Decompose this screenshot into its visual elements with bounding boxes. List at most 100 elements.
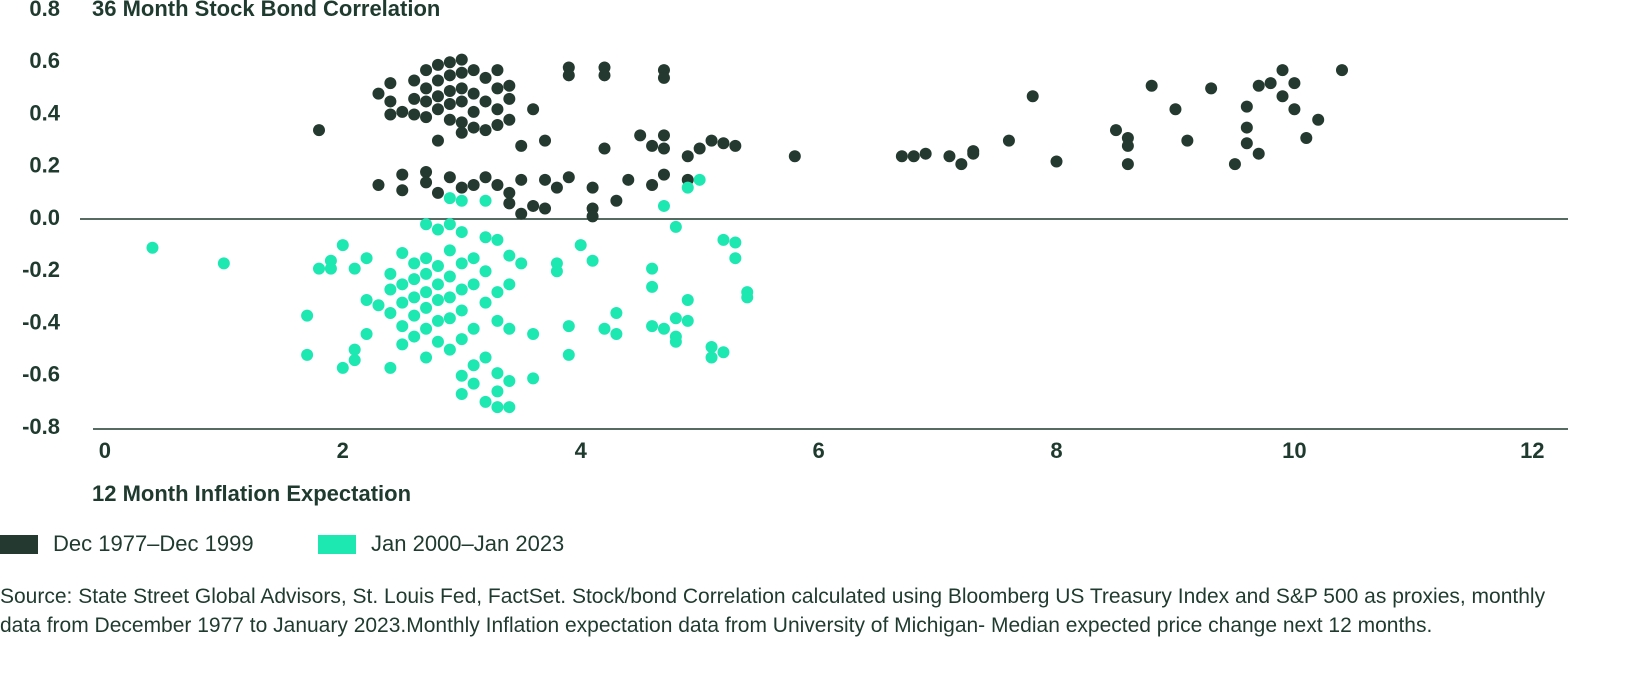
- point: [1240, 121, 1253, 134]
- point: [443, 113, 456, 126]
- point: [1228, 158, 1241, 171]
- point: [384, 77, 397, 90]
- point: [455, 388, 468, 401]
- point: [420, 82, 433, 95]
- point: [717, 233, 730, 246]
- point: [431, 74, 444, 87]
- source-note: Source: State Street Global Advisors, St…: [0, 585, 1546, 637]
- point: [431, 103, 444, 116]
- point: [479, 265, 492, 278]
- y-tick-label: 0.2: [29, 153, 60, 178]
- point: [420, 252, 433, 265]
- point: [1205, 82, 1218, 95]
- point: [455, 369, 468, 382]
- point: [574, 239, 587, 252]
- point: [1252, 147, 1265, 160]
- point: [491, 118, 504, 131]
- point: [598, 322, 611, 335]
- point: [443, 312, 456, 325]
- point: [562, 320, 575, 333]
- point: [455, 66, 468, 79]
- point: [467, 377, 480, 390]
- point: [646, 262, 659, 275]
- point: [657, 199, 670, 212]
- point: [467, 252, 480, 265]
- point: [1002, 134, 1015, 147]
- point: [1252, 79, 1265, 92]
- point: [467, 278, 480, 291]
- point: [491, 401, 504, 414]
- point: [705, 351, 718, 364]
- point: [586, 254, 599, 267]
- point: [943, 150, 956, 163]
- point: [431, 58, 444, 71]
- point: [955, 158, 968, 171]
- point: [348, 354, 361, 367]
- point: [491, 103, 504, 116]
- point: [443, 171, 456, 184]
- point: [420, 301, 433, 314]
- point: [550, 181, 563, 194]
- point: [443, 270, 456, 283]
- point: [301, 309, 314, 322]
- point: [693, 142, 706, 155]
- point: [681, 181, 694, 194]
- point: [527, 372, 540, 385]
- legend-label: Jan 2000–Jan 2023: [371, 531, 564, 556]
- point: [431, 314, 444, 327]
- point: [455, 194, 468, 207]
- y-tick-label: -0.6: [22, 362, 60, 387]
- point: [384, 283, 397, 296]
- point: [503, 113, 516, 126]
- point: [420, 218, 433, 231]
- point: [657, 71, 670, 84]
- y-tick-label: 0.0: [29, 205, 60, 230]
- point: [705, 341, 718, 354]
- point: [669, 220, 682, 233]
- point: [443, 343, 456, 356]
- point: [1026, 90, 1039, 103]
- point: [431, 278, 444, 291]
- point: [788, 150, 801, 163]
- point: [420, 322, 433, 335]
- point: [729, 252, 742, 265]
- point: [646, 320, 659, 333]
- point: [717, 346, 730, 359]
- point: [539, 202, 552, 215]
- point: [622, 173, 635, 186]
- point: [646, 139, 659, 152]
- point: [396, 168, 409, 181]
- point: [396, 320, 409, 333]
- point: [420, 111, 433, 124]
- y-tick-label: 0.4: [29, 100, 60, 125]
- point: [372, 87, 385, 100]
- point: [503, 374, 516, 387]
- point: [598, 69, 611, 82]
- point: [705, 134, 718, 147]
- point: [1169, 103, 1182, 116]
- point: [503, 79, 516, 92]
- point: [431, 134, 444, 147]
- point: [1145, 79, 1158, 92]
- point: [681, 293, 694, 306]
- point: [336, 239, 349, 252]
- point: [372, 299, 385, 312]
- y-tick-label: -0.4: [22, 309, 61, 334]
- point: [396, 246, 409, 259]
- point: [360, 293, 373, 306]
- point: [408, 273, 421, 286]
- y-tick-label: -0.8: [22, 414, 60, 439]
- point: [455, 333, 468, 346]
- point: [907, 150, 920, 163]
- point: [515, 173, 528, 186]
- legend-swatch: [318, 535, 356, 554]
- point: [420, 64, 433, 77]
- point: [467, 87, 480, 100]
- point: [372, 179, 385, 192]
- point: [384, 307, 397, 320]
- x-axis-label: 12 Month Inflation Expectation: [92, 481, 411, 506]
- point: [384, 361, 397, 374]
- point: [443, 192, 456, 205]
- point: [657, 129, 670, 142]
- point: [539, 173, 552, 186]
